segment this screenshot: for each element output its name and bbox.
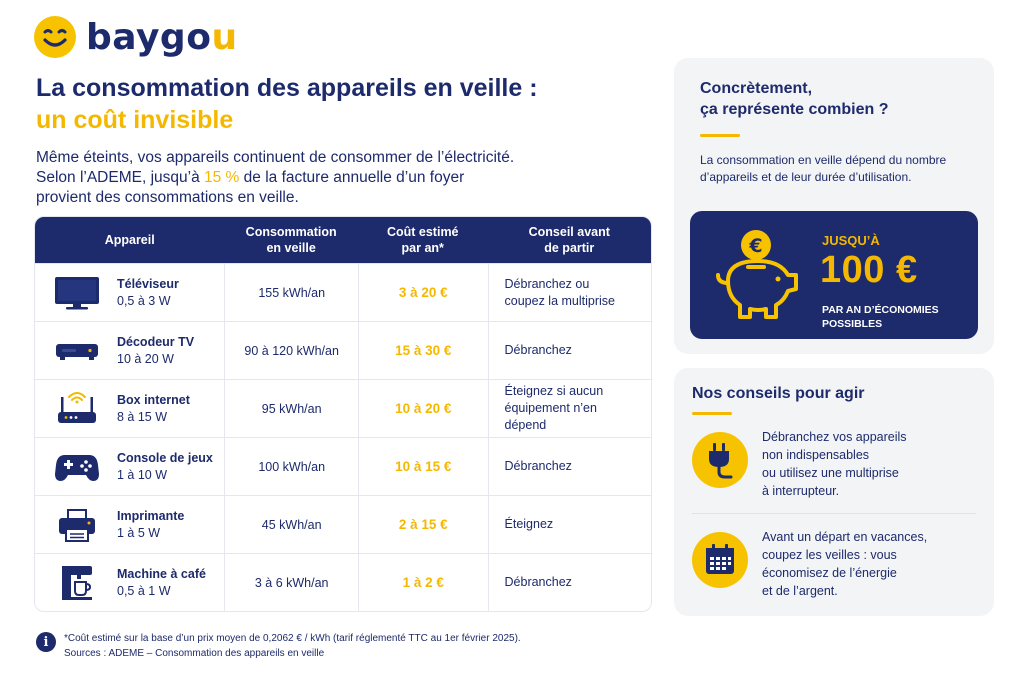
- table-row: Imprimante 1 à 5 W 45 kWh/an 2 à 15 € Éte…: [35, 495, 651, 553]
- cost-value: 2 à 15 €: [357, 496, 488, 553]
- header-cost: Coût estimé par an*: [386, 225, 459, 255]
- table-row: Décodeur TV 10 à 20 W 90 à 120 kWh/an 15 …: [35, 321, 651, 379]
- header-consumption: Consommation en veille: [245, 225, 337, 255]
- cost-value: 15 à 30 €: [357, 322, 488, 379]
- footnote: *Coût estimé sur la base d’un prix moyen…: [64, 633, 521, 659]
- table-row: Téléviseur 0,5 à 3 W 155 kWh/an 3 à 20 € …: [35, 263, 651, 321]
- advice-text: Éteignez: [487, 496, 651, 553]
- device-name: Box internet: [117, 392, 190, 407]
- intro-text: Même éteints, vos appareils continuent d…: [36, 149, 515, 206]
- cost-value: 1 à 2 €: [357, 554, 488, 611]
- svg-text:€: €: [748, 235, 762, 257]
- savings-upto: JUSQU’À: [822, 233, 880, 248]
- cost-value: 3 à 20 €: [357, 264, 488, 321]
- savings-card: € JUSQU’À 100 € PAR AN D’ÉCONOMIES POSSI…: [690, 211, 978, 339]
- savings-panel-text: La consommation en veille dépend du nomb…: [700, 153, 947, 184]
- tip-text: Débranchez vos appareils non indispensab…: [762, 430, 907, 498]
- device-name: Machine à café: [117, 566, 206, 581]
- advice-text: Débranchez: [487, 438, 651, 495]
- device-name: Imprimante: [117, 508, 185, 523]
- plug-icon: [692, 432, 748, 488]
- consumption-value: 155 kWh/an: [224, 264, 358, 321]
- title-underline: [700, 134, 740, 137]
- brand-logo: baygou: [34, 16, 238, 58]
- device-name: Décodeur TV: [117, 334, 195, 349]
- header-advice: Conseil avant de partir: [528, 225, 610, 255]
- device-name: Téléviseur: [117, 276, 179, 291]
- advice-text: Éteignez si aucun équipement n’en dépend: [487, 380, 651, 437]
- tips-panel-title: Nos conseils pour agir: [692, 385, 865, 402]
- highlight-percentage: 15 %: [204, 169, 240, 186]
- gamepad-icon: [51, 447, 103, 487]
- calendar-icon: [692, 532, 748, 588]
- page-title: La consommation des appareils en veille …: [36, 74, 538, 102]
- consumption-value: 3 à 6 kWh/an: [224, 554, 358, 611]
- table-header: Appareil Consommation en veille Coût esti…: [35, 217, 651, 263]
- device-power: 1 à 5 W: [117, 525, 161, 540]
- consumption-value: 45 kWh/an: [224, 496, 358, 553]
- savings-amount: 100 €: [820, 249, 918, 291]
- header-device: Appareil: [104, 233, 155, 247]
- device-power: 0,5 à 3 W: [117, 293, 171, 308]
- consumption-value: 90 à 120 kWh/an: [224, 322, 358, 379]
- smiley-logo-icon: [34, 16, 76, 58]
- tv-decoder-icon: [51, 331, 103, 371]
- consumption-value: 95 kWh/an: [224, 380, 358, 437]
- device-name: Console de jeux: [117, 450, 213, 465]
- cost-value: 10 à 20 €: [357, 380, 488, 437]
- router-icon: [51, 389, 103, 429]
- device-power: 1 à 10 W: [117, 467, 168, 482]
- consumption-value: 100 kWh/an: [224, 438, 358, 495]
- device-power: 0,5 à 1 W: [117, 583, 171, 598]
- advice-text: Débranchez: [487, 322, 651, 379]
- tip-text: Avant un départ en vacances, coupez les …: [762, 530, 928, 598]
- savings-panel: Concrètement, ça représente combien ? La…: [674, 58, 994, 354]
- advice-text: Débranchez ou coupez la multiprise: [487, 264, 651, 321]
- info-icon: i: [36, 632, 56, 652]
- brand-name: baygou: [86, 16, 238, 58]
- advice-text: Débranchez: [487, 554, 651, 611]
- standby-consumption-table: Appareil Consommation en veille Coût esti…: [34, 216, 652, 612]
- cost-value: 10 à 15 €: [357, 438, 488, 495]
- table-row: Machine à café 0,5 à 1 W 3 à 6 kWh/an 1 à…: [35, 553, 651, 611]
- savings-caption: PAR AN D’ÉCONOMIES POSSIBLES: [822, 304, 939, 330]
- table-row: Box internet 8 à 15 W 95 kWh/an 10 à 20 €…: [35, 379, 651, 437]
- title-underline: [692, 412, 732, 415]
- device-power: 10 à 20 W: [117, 351, 174, 366]
- tips-panel: Nos conseils pour agir Débranchez vos ap…: [674, 368, 994, 616]
- printer-icon: [51, 505, 103, 545]
- tv-icon: [51, 273, 103, 313]
- piggy-bank-icon: €: [708, 225, 812, 330]
- tips-divider: [692, 513, 976, 514]
- savings-panel-title: Concrètement, ça représente combien ?: [700, 80, 889, 118]
- device-power: 8 à 15 W: [117, 409, 168, 424]
- page-subtitle: un coût invisible: [36, 106, 234, 134]
- coffee-machine-icon: [51, 563, 103, 603]
- table-row: Console de jeux 1 à 10 W 100 kWh/an 10 à …: [35, 437, 651, 495]
